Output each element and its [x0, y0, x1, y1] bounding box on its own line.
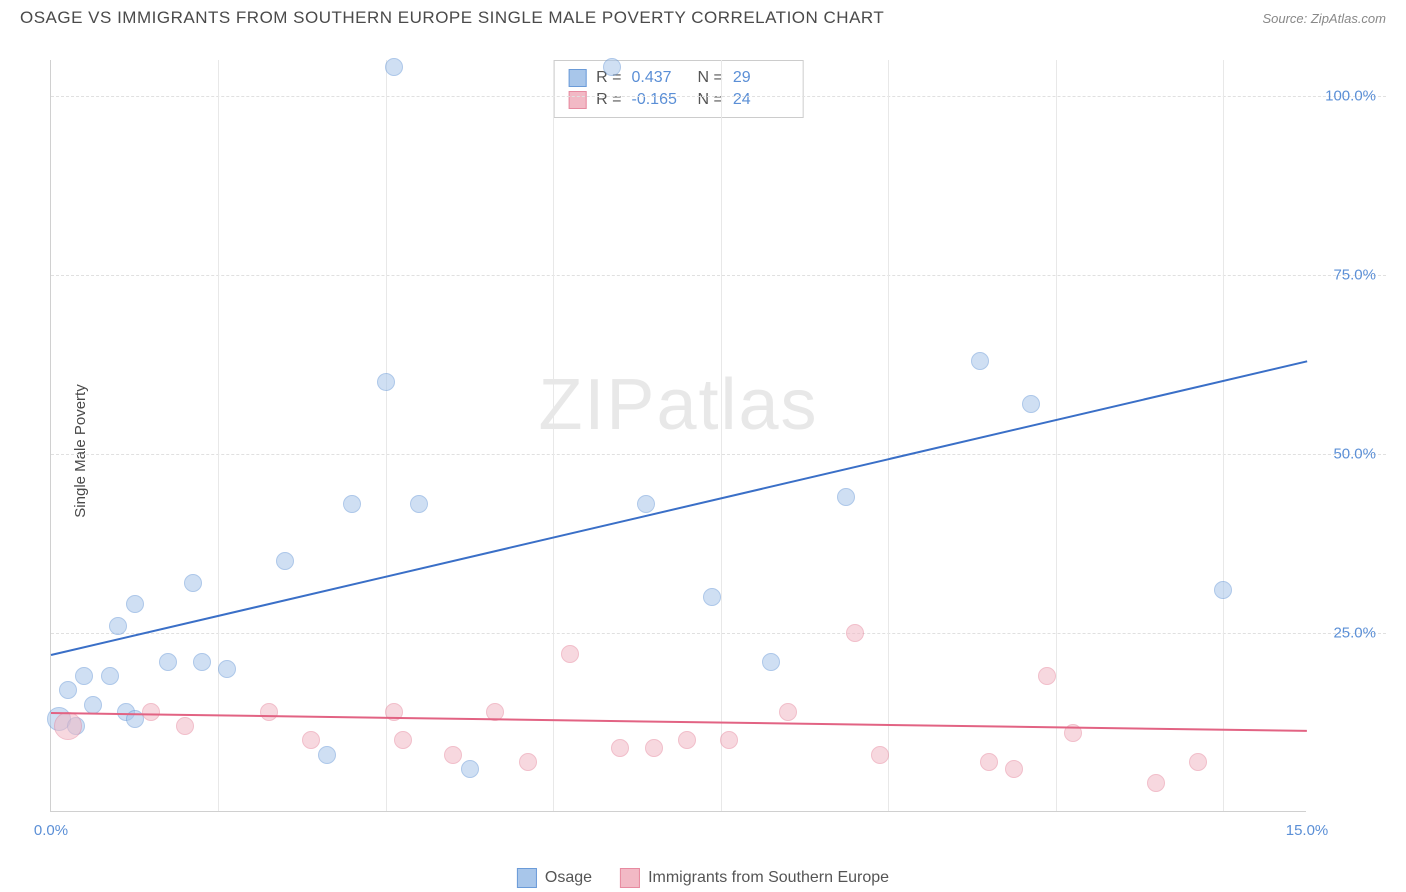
scatter-point	[109, 617, 127, 635]
watermark: ZIPatlas	[538, 364, 818, 446]
scatter-point	[703, 588, 721, 606]
stats-r-label-2: R =	[596, 91, 621, 109]
scatter-point	[193, 653, 211, 671]
scatter-point	[779, 703, 797, 721]
stats-swatch-osage	[568, 69, 586, 87]
scatter-point	[444, 746, 462, 764]
scatter-point	[75, 667, 93, 685]
source-name: ZipAtlas.com	[1311, 11, 1386, 26]
scatter-point	[561, 645, 579, 663]
scatter-point	[218, 660, 236, 678]
scatter-point	[611, 739, 629, 757]
grid-line-h	[51, 96, 1386, 97]
scatter-point	[603, 58, 621, 76]
stats-n-label: N =	[698, 69, 723, 87]
scatter-point	[762, 653, 780, 671]
scatter-point	[54, 712, 82, 740]
legend-label-osage: Osage	[545, 869, 592, 887]
scatter-point	[126, 595, 144, 613]
stats-n-value-immigrants: 24	[733, 91, 789, 109]
watermark-zip: ZIP	[538, 365, 656, 445]
scatter-point	[410, 495, 428, 513]
scatter-point	[1022, 395, 1040, 413]
scatter-point	[637, 495, 655, 513]
scatter-point	[394, 731, 412, 749]
grid-line-h	[51, 454, 1386, 455]
chart-header: OSAGE VS IMMIGRANTS FROM SOUTHERN EUROPE…	[0, 0, 1406, 32]
chart-container: Single Male Poverty ZIPatlas R = 0.437 N…	[50, 60, 1386, 842]
scatter-point	[343, 495, 361, 513]
scatter-point	[1189, 753, 1207, 771]
stats-row-immigrants: R = -0.165 N = 24	[568, 89, 789, 111]
scatter-point	[176, 717, 194, 735]
scatter-point	[260, 703, 278, 721]
scatter-point	[302, 731, 320, 749]
legend-item-osage: Osage	[517, 868, 592, 888]
scatter-point	[720, 731, 738, 749]
grid-line-h	[51, 633, 1386, 634]
scatter-point	[142, 703, 160, 721]
legend-swatch-immigrants	[620, 868, 640, 888]
y-tick-label: 25.0%	[1333, 624, 1376, 641]
grid-line-v	[1056, 60, 1057, 811]
legend-swatch-osage	[517, 868, 537, 888]
plot-area: ZIPatlas R = 0.437 N = 29 R = -0.165 N =…	[50, 60, 1306, 812]
scatter-point	[377, 373, 395, 391]
grid-line-v	[888, 60, 889, 811]
scatter-point	[101, 667, 119, 685]
grid-line-v	[721, 60, 722, 811]
scatter-point	[318, 746, 336, 764]
chart-source: Source: ZipAtlas.com	[1262, 11, 1386, 26]
grid-line-v	[553, 60, 554, 811]
y-tick-label: 75.0%	[1333, 266, 1376, 283]
scatter-point	[645, 739, 663, 757]
scatter-point	[84, 696, 102, 714]
stats-n-value-osage: 29	[733, 69, 789, 87]
grid-line-v	[386, 60, 387, 811]
stats-r-value-immigrants: -0.165	[632, 91, 688, 109]
y-tick-label: 50.0%	[1333, 445, 1376, 462]
legend-label-immigrants: Immigrants from Southern Europe	[648, 869, 889, 887]
x-tick-label: 15.0%	[1286, 822, 1329, 839]
scatter-point	[385, 58, 403, 76]
scatter-point	[519, 753, 537, 771]
grid-line-h	[51, 275, 1386, 276]
scatter-point	[871, 746, 889, 764]
scatter-point	[276, 552, 294, 570]
y-tick-label: 100.0%	[1325, 87, 1376, 104]
legend: Osage Immigrants from Southern Europe	[517, 868, 889, 888]
source-label: Source:	[1262, 11, 1310, 26]
grid-line-v	[1223, 60, 1224, 811]
scatter-point	[159, 653, 177, 671]
watermark-atlas: atlas	[656, 365, 818, 445]
grid-line-v	[218, 60, 219, 811]
stats-n-label-2: N =	[698, 91, 723, 109]
scatter-point	[1147, 774, 1165, 792]
stats-row-osage: R = 0.437 N = 29	[568, 67, 789, 89]
scatter-point	[971, 352, 989, 370]
scatter-point	[59, 681, 77, 699]
scatter-point	[678, 731, 696, 749]
scatter-point	[1214, 581, 1232, 599]
scatter-point	[184, 574, 202, 592]
stats-r-value-osage: 0.437	[632, 69, 688, 87]
scatter-point	[461, 760, 479, 778]
legend-item-immigrants: Immigrants from Southern Europe	[620, 868, 889, 888]
scatter-point	[846, 624, 864, 642]
chart-title: OSAGE VS IMMIGRANTS FROM SOUTHERN EUROPE…	[20, 8, 884, 28]
scatter-point	[1038, 667, 1056, 685]
trend-line	[51, 712, 1307, 732]
scatter-point	[837, 488, 855, 506]
scatter-point	[1005, 760, 1023, 778]
stats-box: R = 0.437 N = 29 R = -0.165 N = 24	[553, 60, 804, 118]
trend-line	[51, 361, 1307, 657]
scatter-point	[980, 753, 998, 771]
x-tick-label: 0.0%	[34, 822, 68, 839]
stats-swatch-immigrants	[568, 91, 586, 109]
